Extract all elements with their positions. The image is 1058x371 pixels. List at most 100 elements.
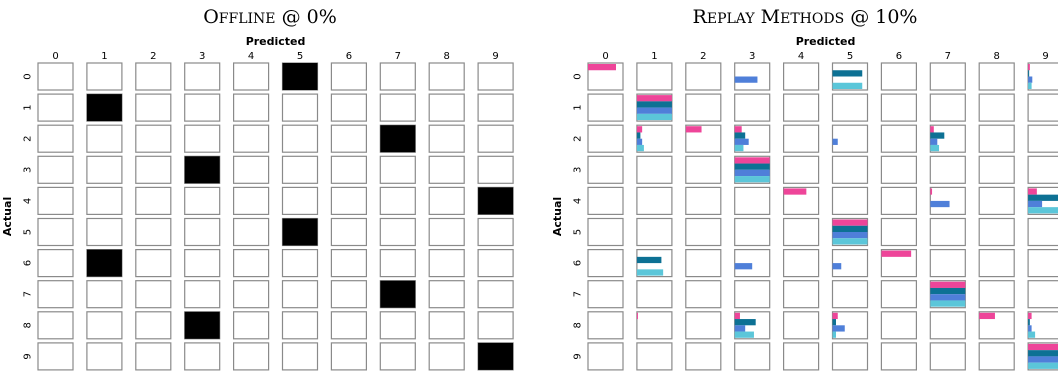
matrix-cell bbox=[978, 342, 1015, 371]
matrix-cell bbox=[477, 249, 514, 278]
cell-bar bbox=[832, 238, 868, 245]
matrix-cell bbox=[880, 280, 918, 309]
cell-bar bbox=[1028, 362, 1058, 369]
matrix-cell bbox=[233, 93, 270, 122]
matrix-cell bbox=[636, 62, 673, 91]
cell-bar bbox=[1028, 207, 1058, 214]
matrix-cell bbox=[477, 93, 514, 122]
x-axis-title: Predicted bbox=[246, 35, 306, 48]
matrix-cell bbox=[978, 186, 1015, 215]
y-tick-label: 7 bbox=[573, 291, 584, 297]
cell-bar bbox=[636, 269, 664, 276]
matrix-cell bbox=[86, 62, 123, 91]
matrix-cell bbox=[1027, 217, 1058, 247]
matrix-cell bbox=[330, 155, 367, 184]
matrix-cell bbox=[330, 342, 367, 371]
matrix-cell bbox=[880, 342, 918, 371]
cell-bar bbox=[930, 281, 966, 288]
y-tick-label: 6 bbox=[23, 260, 34, 266]
matrix-cell bbox=[587, 217, 624, 247]
matrix-cell bbox=[880, 124, 918, 153]
cell-bar bbox=[282, 63, 318, 90]
cell-bar bbox=[734, 132, 746, 139]
cell-bar bbox=[1028, 312, 1032, 320]
matrix-cell bbox=[86, 280, 123, 309]
cell-bar bbox=[930, 188, 933, 195]
cell-bar bbox=[930, 126, 934, 133]
matrix-cell bbox=[135, 93, 172, 122]
matrix-cell bbox=[233, 217, 270, 247]
matrix-cell bbox=[782, 93, 820, 122]
y-tick-label: 8 bbox=[573, 322, 584, 328]
matrix-cell bbox=[184, 93, 221, 122]
matrix-cell bbox=[782, 217, 820, 247]
matrix-cell bbox=[37, 124, 74, 153]
matrix-cell bbox=[880, 155, 918, 184]
cell-bar bbox=[979, 312, 995, 320]
matrix-cell bbox=[135, 155, 172, 184]
matrix-cell bbox=[428, 311, 465, 340]
cell-bar bbox=[734, 76, 758, 83]
cell-bar bbox=[734, 319, 756, 326]
cell-bar bbox=[1028, 188, 1037, 195]
matrix-cell bbox=[929, 155, 966, 184]
matrix-cell bbox=[636, 186, 673, 215]
matrix-cell bbox=[782, 249, 820, 278]
matrix-cell bbox=[734, 217, 771, 247]
cell-bar bbox=[86, 249, 122, 277]
matrix-cell bbox=[428, 249, 465, 278]
matrix-cell bbox=[477, 311, 514, 340]
cell-bar bbox=[1028, 76, 1033, 83]
matrix-cell bbox=[929, 93, 966, 122]
matrix-cell bbox=[1027, 62, 1058, 91]
replay-methods-panel: REPLAY METHODS @ 10% Predicted Actual 0 1 2 3 4… bbox=[551, 6, 1058, 371]
y-axis-title: Actual bbox=[551, 197, 564, 236]
cell-bar bbox=[832, 263, 842, 270]
cell-bar bbox=[783, 188, 807, 195]
matrix-cell bbox=[330, 62, 367, 91]
y-tick-label: 5 bbox=[23, 229, 34, 235]
matrix-cell bbox=[184, 124, 221, 153]
matrix-cell bbox=[929, 62, 966, 91]
matrix-cell bbox=[135, 186, 172, 215]
matrix-cell bbox=[135, 124, 172, 153]
cell-bar bbox=[832, 312, 838, 320]
matrix-cell bbox=[281, 311, 319, 340]
matrix-cell bbox=[184, 249, 221, 278]
cell-bar bbox=[636, 312, 638, 320]
matrix-cell bbox=[477, 217, 514, 247]
cell-bar bbox=[636, 138, 643, 145]
matrix-cell bbox=[86, 342, 123, 371]
matrix-cell bbox=[379, 217, 416, 247]
matrix-cell bbox=[184, 342, 221, 371]
matrix-cell bbox=[782, 62, 820, 91]
cell-bar bbox=[86, 94, 122, 122]
cell-bar bbox=[832, 82, 863, 89]
cell-bar bbox=[1028, 200, 1043, 208]
matrix-cell bbox=[330, 186, 367, 215]
matrix-cell bbox=[831, 342, 869, 371]
y-tick-label: 1 bbox=[573, 104, 584, 110]
cell-bar bbox=[636, 101, 672, 108]
matrix-cell bbox=[978, 93, 1015, 122]
matrix-cell bbox=[428, 62, 465, 91]
matrix-cell bbox=[281, 280, 319, 309]
matrix-cell bbox=[880, 311, 918, 340]
matrix-cell bbox=[135, 217, 172, 247]
matrix-cell bbox=[685, 280, 722, 309]
cell-bar bbox=[930, 200, 950, 208]
cell-bar bbox=[734, 144, 744, 152]
matrix-cell bbox=[184, 280, 221, 309]
x-tick-label: 9 bbox=[492, 51, 498, 62]
y-tick-label: 3 bbox=[573, 167, 584, 173]
matrix-cell bbox=[880, 62, 918, 91]
x-tick-label: 0 bbox=[602, 51, 608, 62]
cell-bar bbox=[930, 287, 966, 295]
matrix-cell bbox=[929, 311, 966, 340]
matrix-cell bbox=[685, 93, 722, 122]
cell-bar bbox=[734, 169, 770, 177]
x-tick-label: 7 bbox=[395, 51, 401, 62]
matrix-cell bbox=[379, 311, 416, 340]
matrix-cell bbox=[233, 280, 270, 309]
